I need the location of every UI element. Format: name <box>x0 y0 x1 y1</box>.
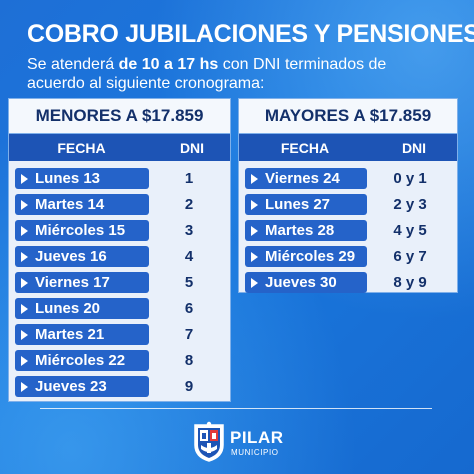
date-cell: Miércoles 15 <box>15 220 149 241</box>
table-row: Miércoles 15 3 <box>9 220 230 241</box>
triangle-bullet-icon <box>21 329 28 340</box>
table-row: Viernes 24 0 y 1 <box>239 168 457 189</box>
date-label: Miércoles 29 <box>265 248 356 265</box>
date-label: Martes 21 <box>35 326 105 343</box>
dni-cell: 2 <box>184 196 194 213</box>
divider <box>40 408 432 409</box>
date-label: Martes 14 <box>35 196 105 213</box>
table-header: MENORES A $17.859 <box>9 99 230 134</box>
date-label: Martes 28 <box>265 222 335 239</box>
table-row: Martes 28 4 y 5 <box>239 220 457 241</box>
table-rows: Lunes 13 1 Martes 14 2 Miércoles 15 3 Jueves 1… <box>9 161 230 397</box>
dni-cell: 8 <box>184 352 194 369</box>
dni-cell: 3 <box>184 222 194 239</box>
column-fecha: FECHA <box>280 139 330 156</box>
table-row: Jueves 30 8 y 9 <box>239 272 457 293</box>
triangle-bullet-icon <box>251 225 258 236</box>
date-label: Miércoles 22 <box>35 352 126 369</box>
subtitle-text-end: con DNI terminados de acuerdo al siguien… <box>27 56 387 92</box>
page-title: COBRO JUBILACIONES Y PENSIONES <box>27 20 474 48</box>
mayores-table: MAYORES A $17.859 FECHA DNI Viernes 24 0 … <box>238 98 458 293</box>
date-label: Jueves 23 <box>35 378 107 395</box>
logo-subtitle: MUNICIPIO <box>231 448 279 457</box>
table-row: Martes 21 7 <box>9 324 230 345</box>
date-label: Lunes 20 <box>35 300 101 317</box>
dni-cell: 8 y 9 <box>393 274 427 291</box>
table-header: MAYORES A $17.859 <box>239 99 457 134</box>
dni-cell: 9 <box>184 378 194 395</box>
triangle-bullet-icon <box>21 277 28 288</box>
date-cell: Jueves 30 <box>245 272 367 293</box>
date-cell: Martes 14 <box>15 194 149 215</box>
date-cell: Miércoles 22 <box>15 350 149 371</box>
triangle-bullet-icon <box>251 251 258 262</box>
dni-cell: 6 y 7 <box>393 248 427 265</box>
triangle-bullet-icon <box>251 199 258 210</box>
triangle-bullet-icon <box>21 225 28 236</box>
dni-cell: 5 <box>184 274 194 291</box>
subtitle-hours: de 10 a 17 hs <box>118 56 219 73</box>
table-row: Miércoles 29 6 y 7 <box>239 246 457 267</box>
table-row: Viernes 17 5 <box>9 272 230 293</box>
column-fecha: FECHA <box>57 139 106 156</box>
table-row: Lunes 27 2 y 3 <box>239 194 457 215</box>
date-cell: Lunes 13 <box>15 168 149 189</box>
date-cell: Miércoles 29 <box>245 246 367 267</box>
date-cell: Viernes 24 <box>245 168 367 189</box>
column-headers: FECHA DNI <box>9 134 230 161</box>
date-label: Lunes 27 <box>265 196 331 213</box>
date-cell: Lunes 27 <box>245 194 367 215</box>
triangle-bullet-icon <box>21 199 28 210</box>
date-label: Miércoles 15 <box>35 222 126 239</box>
column-dni: DNI <box>401 139 427 156</box>
triangle-bullet-icon <box>21 251 28 262</box>
triangle-bullet-icon <box>251 173 258 184</box>
date-cell: Lunes 20 <box>15 298 149 319</box>
column-dni: DNI <box>179 139 205 156</box>
dni-cell: 2 y 3 <box>393 196 427 213</box>
table-rows: Viernes 24 0 y 1 Lunes 27 2 y 3 Martes 28 4 y… <box>239 161 457 293</box>
date-cell: Martes 28 <box>245 220 367 241</box>
triangle-bullet-icon <box>21 355 28 366</box>
table-row: Martes 14 2 <box>9 194 230 215</box>
pilar-logo: PILAR MUNICIPIO <box>192 421 284 463</box>
subtitle: Se atenderá de 10 a 17 hs con DNI termin… <box>27 55 447 93</box>
date-cell: Jueves 16 <box>15 246 149 267</box>
subtitle-text: Se atenderá <box>27 56 119 73</box>
menores-table: MENORES A $17.859 FECHA DNI Lunes 13 1 Mar… <box>8 98 231 402</box>
date-label: Jueves 30 <box>265 274 337 291</box>
date-label: Lunes 13 <box>35 170 101 187</box>
dni-cell: 4 <box>184 248 194 265</box>
dni-cell: 7 <box>184 326 194 343</box>
date-cell: Jueves 23 <box>15 376 149 397</box>
triangle-bullet-icon <box>21 381 28 392</box>
dni-cell: 0 y 1 <box>393 170 427 187</box>
triangle-bullet-icon <box>21 303 28 314</box>
logo-name: PILAR <box>230 428 284 447</box>
table-row: Miércoles 22 8 <box>9 350 230 371</box>
triangle-bullet-icon <box>21 173 28 184</box>
date-label: Viernes 24 <box>265 170 340 187</box>
triangle-bullet-icon <box>251 277 258 288</box>
table-row: Jueves 23 9 <box>9 376 230 397</box>
date-label: Jueves 16 <box>35 248 107 265</box>
municipal-shield-icon <box>194 421 224 462</box>
table-row: Lunes 13 1 <box>9 168 230 189</box>
dni-cell: 1 <box>184 170 194 187</box>
dni-cell: 6 <box>184 300 194 317</box>
date-label: Viernes 17 <box>35 274 110 291</box>
dni-cell: 4 y 5 <box>393 222 427 239</box>
date-cell: Martes 21 <box>15 324 149 345</box>
date-cell: Viernes 17 <box>15 272 149 293</box>
column-headers: FECHA DNI <box>239 134 457 161</box>
table-row: Lunes 20 6 <box>9 298 230 319</box>
table-row: Jueves 16 4 <box>9 246 230 267</box>
